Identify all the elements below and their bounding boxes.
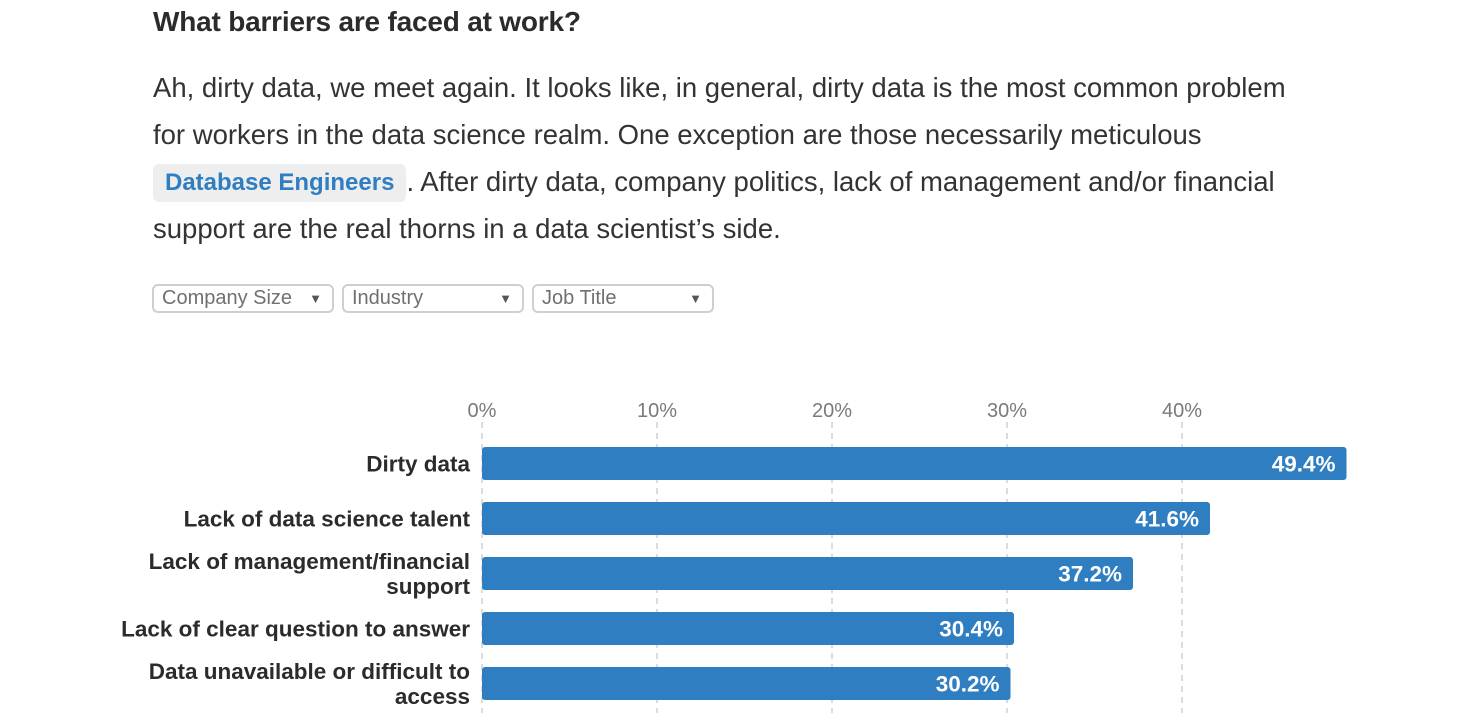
category-label: Dirty data (366, 452, 470, 477)
caret-down-icon: ▼ (689, 291, 702, 306)
category-label: support (386, 574, 470, 599)
x-tick-label: 0% (468, 400, 497, 422)
bar[interactable] (482, 502, 1210, 535)
bar-value-label: 49.4% (1272, 452, 1336, 477)
caret-down-icon: ▼ (499, 291, 512, 306)
job-title-chip[interactable]: Database Engineers (153, 164, 407, 202)
x-tick-label: 30% (987, 400, 1027, 422)
bar-value-label: 37.2% (1058, 562, 1122, 587)
industry-select-label: Industry (352, 287, 424, 309)
x-tick-label: 10% (637, 400, 677, 422)
caret-down-icon: ▼ (309, 291, 322, 306)
bar[interactable] (482, 447, 1347, 480)
x-tick-label: 40% (1162, 400, 1202, 422)
bar[interactable] (482, 557, 1133, 590)
barriers-bar-chart: 0% 10% 20% 30% 40% 49.4% Dirty data 41.6% Lack o… (121, 400, 1347, 713)
bar-value-label: 30.2% (936, 672, 1000, 697)
category-label: Lack of data science talent (184, 507, 471, 532)
bar-value-label: 30.4% (939, 617, 1003, 642)
page-title: What barriers are faced at work? (153, 6, 581, 37)
bar[interactable] (482, 612, 1014, 645)
industry-select[interactable]: Industry ▼ (342, 284, 524, 313)
bar-value-label: 41.6% (1135, 507, 1199, 532)
job-title-select[interactable]: Job Title ▼ (532, 284, 714, 313)
bar[interactable] (482, 667, 1011, 700)
intro-text-end: . After dirty data, company politics, la… (153, 166, 1275, 244)
category-label: Lack of management/financial (149, 549, 470, 574)
category-label: Lack of clear question to answer (121, 617, 470, 642)
category-label: access (395, 684, 470, 709)
category-label: Data unavailable or difficult to (149, 659, 470, 684)
company-size-select[interactable]: Company Size ▼ (152, 284, 334, 313)
company-size-select-label: Company Size (162, 287, 293, 309)
x-tick-label: 20% (812, 400, 852, 422)
filter-bar: Company Size ▼ Industry ▼ Job Title ▼ (152, 284, 714, 313)
intro-paragraph: Ah, dirty data, we meet again. It looks … (153, 64, 1313, 252)
intro-text-start: Ah, dirty data, we meet again. It looks … (153, 72, 1286, 150)
job-title-select-label: Job Title (542, 287, 617, 309)
